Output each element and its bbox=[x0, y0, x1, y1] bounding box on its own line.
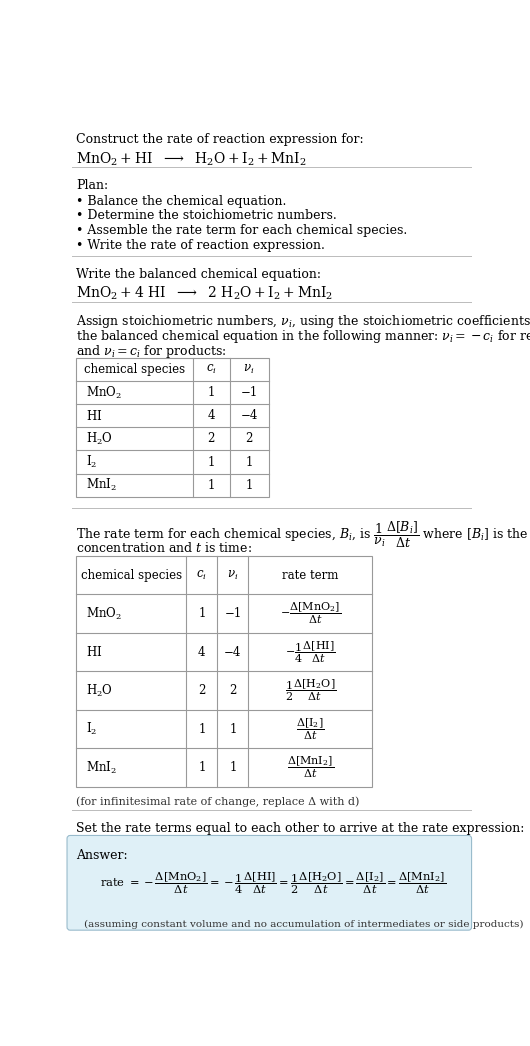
Text: 2: 2 bbox=[229, 684, 236, 698]
Text: $\mathrm{I_2}$: $\mathrm{I_2}$ bbox=[86, 721, 97, 737]
Bar bbox=[76, 556, 373, 787]
Text: $\mathrm{H_2O}$: $\mathrm{H_2O}$ bbox=[86, 431, 112, 447]
Text: $\mathrm{MnI_2}$: $\mathrm{MnI_2}$ bbox=[86, 477, 117, 493]
Text: −1: −1 bbox=[224, 607, 242, 620]
Text: −1: −1 bbox=[241, 386, 258, 400]
Text: $\mathrm{MnO_2 + 4\ HI\ \ \longrightarrow\ \ 2\ H_2O + I_2 + MnI_2}$: $\mathrm{MnO_2 + 4\ HI\ \ \longrightarro… bbox=[76, 285, 333, 302]
Text: $\dfrac{\Delta[\mathrm{MnI_2}]}{\Delta t}$: $\dfrac{\Delta[\mathrm{MnI_2}]}{\Delta t… bbox=[287, 755, 334, 780]
Text: $\mathrm{HI}$: $\mathrm{HI}$ bbox=[86, 409, 102, 423]
Text: 4: 4 bbox=[207, 409, 215, 423]
Text: • Determine the stoichiometric numbers.: • Determine the stoichiometric numbers. bbox=[76, 209, 337, 223]
Text: 1: 1 bbox=[198, 607, 206, 620]
Text: −4: −4 bbox=[241, 409, 258, 423]
Text: chemical species: chemical species bbox=[84, 363, 185, 377]
FancyBboxPatch shape bbox=[67, 836, 472, 930]
Text: $\mathrm{MnO_2}$: $\mathrm{MnO_2}$ bbox=[86, 606, 121, 621]
Text: $\mathrm{MnO_2}$: $\mathrm{MnO_2}$ bbox=[86, 385, 121, 401]
Text: 2: 2 bbox=[245, 432, 253, 446]
Text: $\nu_i$: $\nu_i$ bbox=[227, 569, 238, 582]
Text: $\mathrm{HI}$: $\mathrm{HI}$ bbox=[86, 645, 102, 659]
Text: 2: 2 bbox=[207, 432, 215, 446]
Text: $\mathrm{I_2}$: $\mathrm{I_2}$ bbox=[86, 454, 97, 470]
Text: $\dfrac{\Delta[\mathrm{I_2}]}{\Delta t}$: $\dfrac{\Delta[\mathrm{I_2}]}{\Delta t}$ bbox=[296, 717, 324, 742]
Text: 1: 1 bbox=[207, 455, 215, 469]
Text: $c_i$: $c_i$ bbox=[206, 363, 217, 377]
Text: rate term: rate term bbox=[282, 569, 339, 582]
Text: $\dfrac{1}{2}\dfrac{\Delta[\mathrm{H_2O}]}{\Delta t}$: $\dfrac{1}{2}\dfrac{\Delta[\mathrm{H_2O}… bbox=[285, 678, 336, 704]
Text: Answer:: Answer: bbox=[76, 848, 128, 862]
Text: Set the rate terms equal to each other to arrive at the rate expression:: Set the rate terms equal to each other t… bbox=[76, 821, 525, 835]
Text: $\mathrm{MnO_2 + HI\ \ \longrightarrow\ \ H_2O + I_2 + MnI_2}$: $\mathrm{MnO_2 + HI\ \ \longrightarrow\ … bbox=[76, 151, 307, 167]
Text: 1: 1 bbox=[207, 479, 215, 492]
Bar bbox=[76, 358, 269, 497]
Text: $-\dfrac{1}{4}\dfrac{\Delta[\mathrm{HI}]}{\Delta t}$: $-\dfrac{1}{4}\dfrac{\Delta[\mathrm{HI}]… bbox=[285, 639, 335, 665]
Text: $-\dfrac{\Delta[\mathrm{MnO_2}]}{\Delta t}$: $-\dfrac{\Delta[\mathrm{MnO_2}]}{\Delta … bbox=[280, 601, 341, 627]
Text: 1: 1 bbox=[229, 761, 236, 774]
Text: $c_i$: $c_i$ bbox=[197, 569, 207, 582]
Text: 4: 4 bbox=[198, 645, 206, 659]
Text: 1: 1 bbox=[245, 479, 253, 492]
Text: and $\nu_i = c_i$ for products:: and $\nu_i = c_i$ for products: bbox=[76, 343, 227, 360]
Text: $\mathrm{H_2O}$: $\mathrm{H_2O}$ bbox=[86, 683, 112, 699]
Text: Plan:: Plan: bbox=[76, 179, 109, 191]
Text: Construct the rate of reaction expression for:: Construct the rate of reaction expressio… bbox=[76, 133, 364, 146]
Text: rate $= -\dfrac{\Delta[\mathrm{MnO_2}]}{\Delta t} = -\dfrac{1}{4}\dfrac{\Delta[\: rate $= -\dfrac{\Delta[\mathrm{MnO_2}]}{… bbox=[100, 871, 446, 896]
Text: 1: 1 bbox=[207, 386, 215, 400]
Text: Write the balanced chemical equation:: Write the balanced chemical equation: bbox=[76, 268, 321, 281]
Text: 1: 1 bbox=[198, 761, 206, 774]
Text: the balanced chemical equation in the following manner: $\nu_i = -c_i$ for react: the balanced chemical equation in the fo… bbox=[76, 328, 530, 345]
Text: −4: −4 bbox=[224, 645, 242, 659]
Text: (assuming constant volume and no accumulation of intermediates or side products): (assuming constant volume and no accumul… bbox=[84, 919, 524, 929]
Text: chemical species: chemical species bbox=[81, 569, 182, 582]
Text: • Write the rate of reaction expression.: • Write the rate of reaction expression. bbox=[76, 238, 325, 252]
Text: • Assemble the rate term for each chemical species.: • Assemble the rate term for each chemic… bbox=[76, 224, 408, 237]
Text: The rate term for each chemical species, $B_i$, is $\dfrac{1}{\nu_i}\dfrac{\Delt: The rate term for each chemical species,… bbox=[76, 520, 530, 550]
Text: 1: 1 bbox=[245, 455, 253, 469]
Text: 1: 1 bbox=[229, 723, 236, 735]
Text: Assign stoichiometric numbers, $\nu_i$, using the stoichiometric coefficients, $: Assign stoichiometric numbers, $\nu_i$, … bbox=[76, 314, 530, 331]
Text: $\mathrm{MnI_2}$: $\mathrm{MnI_2}$ bbox=[86, 759, 117, 776]
Text: concentration and $t$ is time:: concentration and $t$ is time: bbox=[76, 541, 252, 554]
Text: (for infinitesimal rate of change, replace Δ with d): (for infinitesimal rate of change, repla… bbox=[76, 796, 360, 806]
Text: 1: 1 bbox=[198, 723, 206, 735]
Text: • Balance the chemical equation.: • Balance the chemical equation. bbox=[76, 195, 287, 208]
Text: 2: 2 bbox=[198, 684, 206, 698]
Text: $\nu_i$: $\nu_i$ bbox=[243, 363, 255, 377]
